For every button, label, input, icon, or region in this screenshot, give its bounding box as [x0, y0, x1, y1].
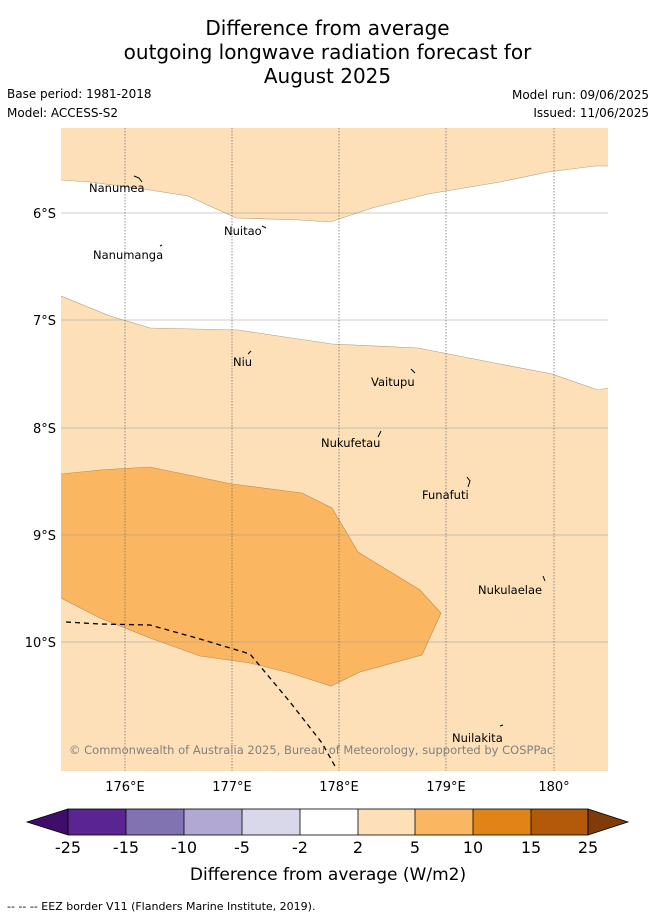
eez-border-line — [65, 621, 337, 769]
colorbar-swatch-3 — [184, 809, 242, 835]
colorbar-swatch-7 — [415, 809, 473, 835]
colorbar-swatch-6 — [358, 809, 415, 835]
chart-title: Difference from average outgoing longwav… — [0, 16, 655, 88]
place-labels: Nanumea Nuitao Nanumanga Niu Vaitupu Nuk… — [89, 181, 542, 745]
lat-label-7s: 7°S — [33, 314, 56, 329]
colorbar-extend-low — [25, 808, 69, 836]
model-name: Model: ACCESS-S2 — [7, 106, 119, 120]
latitude-tick-labels: 6°S 7°S 8°S 9°S 10°S — [25, 207, 56, 651]
place-label-nanumea: Nanumea — [89, 181, 145, 195]
lat-label-10s: 10°S — [25, 636, 56, 651]
place-label-nukulaelae: Nukulaelae — [478, 583, 542, 597]
longitude-gridlines — [124, 128, 555, 771]
base-period: Base period: 1981-2018 — [7, 87, 152, 101]
colorbar-swatch-4 — [242, 809, 300, 835]
colorbar-tick: -2 — [292, 838, 308, 857]
issued-date: Issued: 11/06/2025 — [533, 106, 649, 120]
place-label-nuilakita: Nuilakita — [452, 731, 503, 745]
longitude-tick-labels: 176°E 177°E 178°E 179°E 180° — [105, 780, 569, 795]
place-label-nuitao: Nuitao — [224, 224, 262, 238]
colorbar-swatch-8 — [473, 809, 531, 835]
place-label-niu: Niu — [233, 355, 252, 369]
lat-label-9s: 9°S — [33, 529, 56, 544]
map-area: Nanumea Nuitao Nanumanga Niu Vaitupu Nuk… — [61, 128, 608, 771]
island-coastlines — [133, 175, 546, 727]
model-run: Model run: 09/06/2025 — [511, 88, 649, 102]
colorbar-tick: 15 — [521, 838, 541, 857]
colorbar-swatch-5 — [300, 809, 358, 835]
colorbar-tick: -25 — [55, 838, 81, 857]
colorbar-tick-labels: -25 -15 -10 -5 -2 2 5 10 15 25 — [55, 838, 598, 857]
white-band — [61, 166, 608, 390]
lon-label-176e: 176°E — [105, 780, 145, 795]
colorbar-swatch-9 — [531, 809, 588, 835]
lat-label-8s: 8°S — [33, 422, 56, 437]
place-label-nukufetau: Nukufetau — [321, 436, 380, 450]
colorbar-extend-high — [587, 808, 630, 836]
colorbar-tick: 5 — [410, 838, 420, 857]
colorbar-tick: 10 — [463, 838, 483, 857]
colorbar-swatch-1 — [68, 809, 126, 835]
place-label-funafuti: Funafuti — [422, 488, 469, 502]
lat-label-6s: 6°S — [33, 207, 56, 222]
colorbar-tick: -15 — [113, 838, 139, 857]
colorbar-tick: 2 — [353, 838, 363, 857]
colorbar-tick: -10 — [171, 838, 197, 857]
title-line-3: August 2025 — [263, 64, 392, 88]
copyright-notice: © Commonwealth of Australia 2025, Bureau… — [69, 743, 553, 757]
colorbar-tick: -5 — [234, 838, 250, 857]
lon-label-177e: 177°E — [212, 780, 252, 795]
title-line-2: outgoing longwave radiation forecast for — [123, 40, 532, 64]
colorbar-label: Difference from average (W/m2) — [190, 865, 466, 885]
colorbar: -25 -15 -10 -5 -2 2 5 10 15 25 Differenc… — [25, 808, 630, 885]
latitude-gridlines — [61, 212, 608, 643]
eez-footnote: -- -- -- EEZ border V11 (Flanders Marine… — [7, 900, 316, 913]
shading-5-to-10 — [61, 467, 441, 686]
place-label-vaitupu: Vaitupu — [371, 375, 415, 389]
lon-label-178e: 178°E — [319, 780, 359, 795]
lon-label-179e: 179°E — [426, 780, 466, 795]
colorbar-tick: 25 — [578, 838, 598, 857]
place-label-nanumanga: Nanumanga — [93, 248, 163, 262]
title-line-1: Difference from average — [205, 16, 450, 40]
lon-label-180: 180° — [538, 780, 569, 795]
colorbar-swatch-2 — [126, 809, 184, 835]
